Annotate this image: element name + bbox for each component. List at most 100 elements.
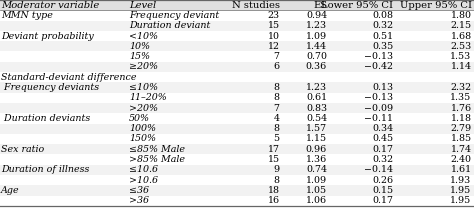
Bar: [0, 175, 474, 185]
Text: 0.13: 0.13: [372, 83, 393, 92]
Text: ≤36: ≤36: [129, 186, 149, 195]
Text: −0.14: −0.14: [365, 165, 393, 174]
Text: 1.44: 1.44: [306, 42, 327, 51]
Text: 23: 23: [267, 11, 280, 20]
Bar: [0, 10, 474, 21]
Text: −0.13: −0.13: [365, 52, 393, 61]
Text: 0.61: 0.61: [306, 93, 327, 102]
Text: 1.23: 1.23: [306, 21, 327, 30]
Text: Duration deviant: Duration deviant: [129, 21, 210, 30]
Text: 17: 17: [268, 145, 280, 154]
Bar: [0, 185, 474, 196]
Text: 100%: 100%: [129, 124, 156, 133]
Text: 5: 5: [273, 134, 280, 144]
Text: >85% Male: >85% Male: [129, 155, 185, 164]
Bar: [0, 82, 474, 93]
Text: Moderator variable: Moderator variable: [1, 1, 99, 10]
Text: Duration of illness: Duration of illness: [1, 165, 89, 174]
Text: 15: 15: [267, 155, 280, 164]
Text: 1.53: 1.53: [450, 52, 472, 61]
Bar: [0, 144, 474, 154]
Text: Upper 95% CI: Upper 95% CI: [400, 1, 472, 10]
Text: 8: 8: [273, 176, 280, 185]
Text: 18: 18: [268, 186, 280, 195]
Bar: [0, 21, 474, 31]
Text: >36: >36: [129, 196, 149, 205]
Text: 1.06: 1.06: [306, 196, 327, 205]
Text: ES: ES: [313, 1, 327, 10]
Text: 1.15: 1.15: [306, 134, 327, 144]
Bar: [0, 154, 474, 165]
Text: 1.95: 1.95: [450, 196, 472, 205]
Text: Level: Level: [129, 1, 156, 10]
Text: 0.70: 0.70: [306, 52, 327, 61]
Text: 10%: 10%: [129, 42, 150, 51]
Text: 0.26: 0.26: [372, 176, 393, 185]
Text: 1.35: 1.35: [450, 93, 472, 102]
Text: 0.51: 0.51: [372, 32, 393, 41]
Text: ≤85% Male: ≤85% Male: [129, 145, 185, 154]
Text: 8: 8: [273, 83, 280, 92]
Text: 16: 16: [267, 196, 280, 205]
Text: 0.45: 0.45: [372, 134, 393, 144]
Text: 2.53: 2.53: [450, 42, 472, 51]
Text: 2.32: 2.32: [450, 83, 472, 92]
Text: 7: 7: [273, 104, 280, 113]
Text: 12: 12: [268, 42, 280, 51]
Bar: [0, 0, 474, 10]
Text: 4: 4: [273, 114, 280, 123]
Text: 0.36: 0.36: [306, 62, 327, 71]
Text: ≤10.6: ≤10.6: [129, 165, 158, 174]
Text: 0.32: 0.32: [372, 155, 393, 164]
Text: 1.68: 1.68: [450, 32, 472, 41]
Text: Frequency deviant: Frequency deviant: [129, 11, 219, 20]
Text: 1.93: 1.93: [450, 176, 472, 185]
Text: 1.57: 1.57: [306, 124, 327, 133]
Text: >20%: >20%: [129, 104, 158, 113]
Text: 0.94: 0.94: [306, 11, 327, 20]
Text: 0.35: 0.35: [372, 42, 393, 51]
Text: Frequency deviants: Frequency deviants: [1, 83, 99, 92]
Bar: [0, 93, 474, 103]
Text: −0.11: −0.11: [365, 114, 393, 123]
Text: 1.14: 1.14: [451, 62, 472, 71]
Text: Sex ratio: Sex ratio: [1, 145, 44, 154]
Bar: [0, 124, 474, 134]
Text: 0.34: 0.34: [372, 124, 393, 133]
Text: −0.13: −0.13: [365, 93, 393, 102]
Text: 15%: 15%: [129, 52, 150, 61]
Text: 0.15: 0.15: [372, 186, 393, 195]
Bar: [0, 41, 474, 51]
Text: 2.15: 2.15: [450, 21, 472, 30]
Bar: [0, 72, 474, 82]
Text: N studies: N studies: [232, 1, 280, 10]
Text: 1.76: 1.76: [450, 104, 472, 113]
Text: 1.74: 1.74: [451, 145, 472, 154]
Text: 2.79: 2.79: [450, 124, 472, 133]
Text: 2.40: 2.40: [451, 155, 472, 164]
Text: 0.17: 0.17: [373, 196, 393, 205]
Text: 10: 10: [268, 32, 280, 41]
Text: Standard-deviant difference: Standard-deviant difference: [1, 73, 137, 82]
Text: 9: 9: [273, 165, 280, 174]
Text: 15: 15: [267, 21, 280, 30]
Text: Duration deviants: Duration deviants: [1, 114, 90, 123]
Text: 1.80: 1.80: [451, 11, 472, 20]
Text: Lower 95% CI: Lower 95% CI: [321, 1, 393, 10]
Text: 8: 8: [273, 124, 280, 133]
Text: 0.17: 0.17: [373, 145, 393, 154]
Text: 8: 8: [273, 93, 280, 102]
Text: 0.08: 0.08: [373, 11, 393, 20]
Text: 1.95: 1.95: [450, 186, 472, 195]
Text: 1.18: 1.18: [451, 114, 472, 123]
Bar: [0, 113, 474, 124]
Text: ≤10%: ≤10%: [129, 83, 158, 92]
Bar: [0, 62, 474, 72]
Text: −0.42: −0.42: [365, 62, 393, 71]
Text: 1.05: 1.05: [306, 186, 327, 195]
Text: 7: 7: [273, 52, 280, 61]
Text: 50%: 50%: [129, 114, 150, 123]
Text: 1.09: 1.09: [306, 32, 327, 41]
Text: MMN type: MMN type: [1, 11, 53, 20]
Text: ≥20%: ≥20%: [129, 62, 158, 71]
